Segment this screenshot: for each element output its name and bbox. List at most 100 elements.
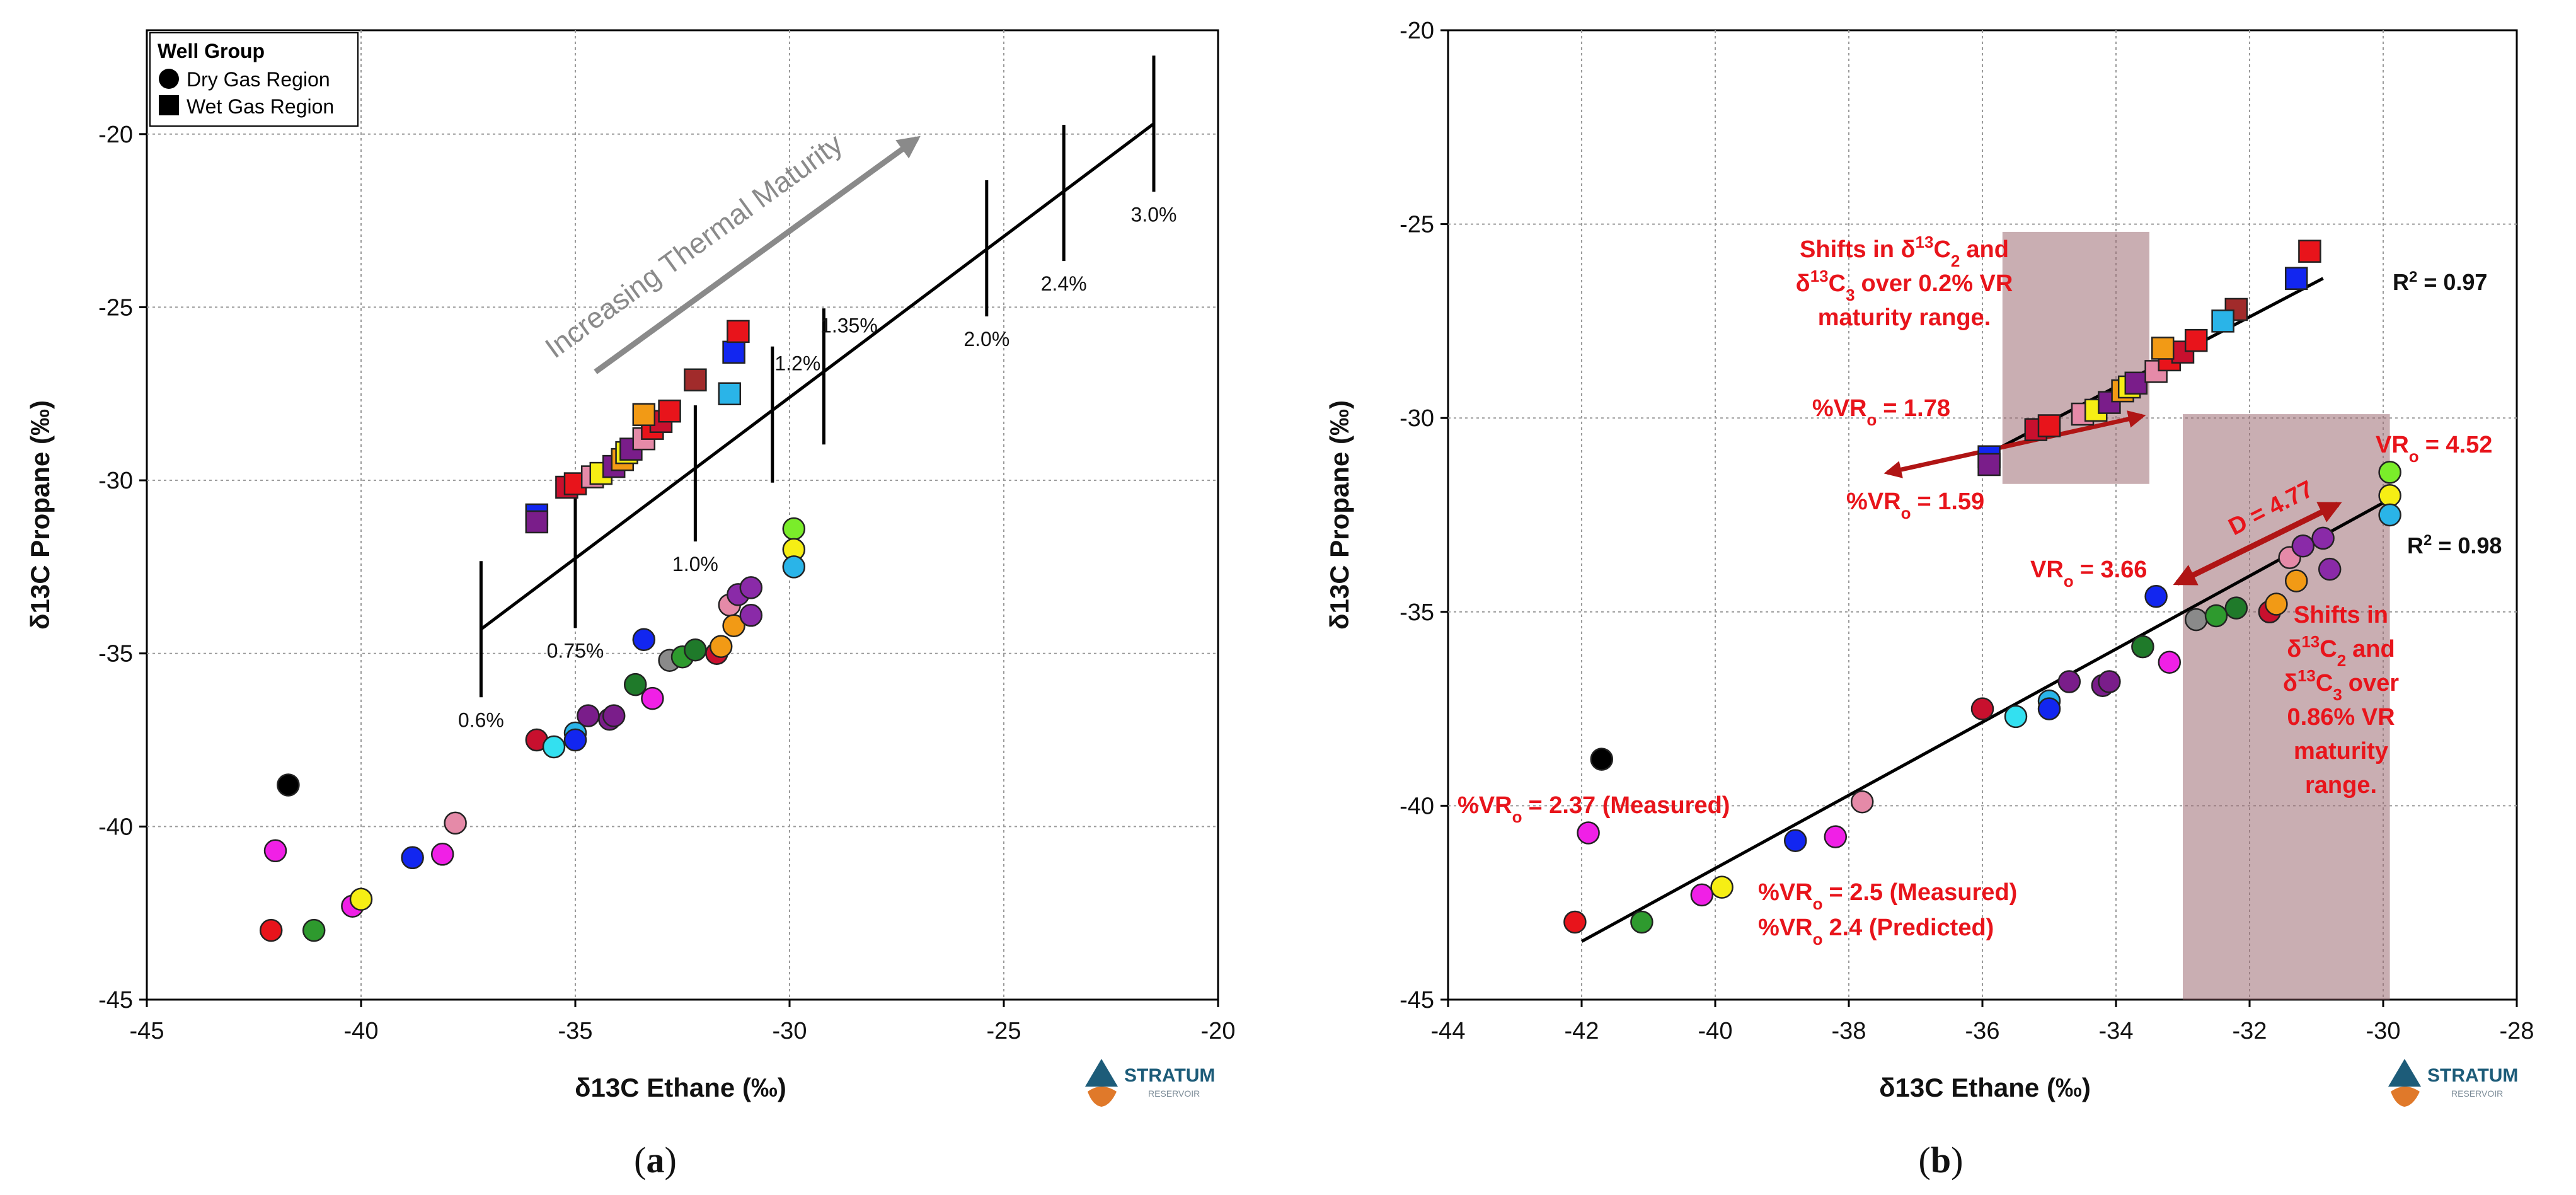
stratum-logo-b: STRATUM RESERVOIR [2388,1059,2518,1107]
wet-gas-square-point [2211,309,2234,333]
x-tick-label: -40 [344,1018,379,1044]
dry-gas-circle-point [259,918,283,942]
dry-gas-circle-point [563,728,587,752]
x-tick-label: -25 [987,1018,1021,1044]
r2-upper-label: R2 = 0.97 [2393,268,2487,296]
wet-gas-square-point [2298,240,2321,263]
stratum-logo-name: STRATUM [1124,1065,1215,1086]
panel-a-tick-labels: -45 -40 -35 -30 -25 -20 -45 -40 -35 -30 -25 -20 [98,122,1235,1044]
dry-gas-circle-point [277,773,300,797]
shift-note-top-line2: δ13C3 over 0.2% VR [1796,267,2013,304]
dry-gas-circle-point [2158,650,2182,674]
x-tick-label: -32 [2233,1018,2267,1044]
thermal-maturity-arrow [594,136,921,374]
panel-b-annotations: Shifts in δ13C2 and δ13C3 over 0.2% VR mat… [1458,233,2502,949]
wet-gas-square-point [525,510,549,534]
vr-tick-label: 1.0% [672,553,718,575]
dry-gas-circle-point [1970,697,1994,720]
dry-gas-circle-point [739,576,763,599]
dry-gas-circle-point [782,555,806,579]
wet-gas-square-point [632,403,656,426]
dry-gas-circle-point [722,614,745,638]
dry-gas-circle-point [302,918,326,942]
legend-title: Well Group [158,40,265,62]
dry-gas-circle-point [2318,557,2342,581]
y-tick-label: -40 [1400,793,1434,819]
dry-gas-circle-point [2224,596,2248,620]
y-tick-label: -45 [98,987,133,1013]
dry-gas-circle-point [2378,461,2401,484]
panel-a-maturity-line [480,122,1155,631]
panel-b-tick-labels: -44 -42 -40 -38 -36 -34 -32 -30 -28 -45 -40 -35 -30 -… [1400,18,2534,1044]
dry-gas-circle-point [2037,697,2061,720]
wet-gas-square-point [2151,337,2175,360]
shift-note-bottom-line4: 0.86% VR [2287,704,2395,730]
stratum-logo-sub: RESERVOIR [1148,1088,1200,1099]
y-tick-label: -20 [1400,18,1434,44]
r2-lower-label: R2 = 0.98 [2407,532,2502,559]
dry-gas-circle-point [709,635,733,658]
panel-b-y-axis-label: δ13C Propane (‰) [1325,400,1354,630]
vr-tick-label: 1.35% [820,314,878,337]
dry-gas-circle-point [2131,635,2154,659]
y-tick-label: -25 [98,294,133,321]
wet-gas-square-point [2284,267,2308,290]
y-tick-label: -30 [1400,405,1434,432]
vr-4-52-label: VRo = 4.52 [2376,432,2492,466]
legend-entry-wet-gas: Wet Gas Region [187,95,334,118]
vr-1-78-label: %VRo = 1.78 [1812,395,1950,429]
legend-square-marker [159,95,179,115]
x-tick-label: -35 [558,1018,593,1044]
dry-gas-circle-point [401,846,424,870]
dry-gas-circle-point [444,811,467,835]
panel-b-points [1563,240,2401,934]
panel-a-legend: Well Group Dry Gas Region Wet Gas Region [149,32,359,127]
legend-circle-marker [159,69,179,89]
dry-gas-circle-point [1690,883,1714,907]
stratum-logo-drop-icon [2391,1087,2420,1107]
vr-2-4-label: %VRo 2.4 (Predicted) [1758,915,1994,949]
shift-note-bottom-line2: δ13C2 and [2287,632,2395,670]
dry-gas-circle-point [641,686,664,710]
shift-note-bottom-line3: δ13C3 over [2283,666,2399,704]
wet-gas-square-point [2124,371,2148,395]
shift-note-bottom-line6: range. [2305,772,2377,799]
y-tick-label: -25 [1400,212,1434,238]
dry-gas-circle-point [1577,821,1600,845]
vr-2-37-label: %VRo = 2.37 (Measured) [1458,792,1730,826]
x-tick-label: -28 [2500,1018,2534,1044]
y-tick-label: -35 [1400,599,1434,626]
dry-gas-circle-point [2311,526,2335,550]
wet-gas-square-point [684,368,707,392]
x-tick-label: -36 [1965,1018,2000,1044]
dry-gas-circle-point [2378,483,2401,507]
maturity-trend-line [480,122,1155,631]
dry-gas-circle-point [1783,829,1807,853]
dry-gas-circle-point [2265,592,2288,616]
panel-a-points [259,320,806,942]
dry-gas-circle-point [263,839,287,863]
legend-entry-dry-gas: Dry Gas Region [187,68,330,91]
y-tick-label: -30 [98,468,133,494]
dry-gas-circle-point [602,704,626,727]
dry-gas-circle-point [1850,790,1874,814]
dry-gas-circle-point [632,628,656,651]
x-tick-label: -38 [1832,1018,1866,1044]
dry-gas-circle-point [1590,748,1614,771]
vr-3-66-label: VRo = 3.66 [2030,557,2147,591]
wet-gas-square-point [1977,453,2001,476]
dry-gas-circle-point [2098,670,2121,693]
stratum-logo-drop-icon [1088,1087,1117,1107]
y-tick-label: -45 [1400,987,1434,1013]
panel-b-x-axis-label: δ13C Ethane (‰) [1879,1073,2091,1102]
dry-gas-circle-point [782,517,806,541]
wet-gas-square-point [2184,328,2208,352]
panel-a-y-axis-label: δ13C Propane (‰) [25,400,55,630]
wet-gas-square-point [727,320,750,343]
vr-tick-label: 2.4% [1041,272,1087,295]
y-tick-label: -20 [98,122,133,148]
vr-range-arrow-dry [2173,501,2342,586]
maturity-shade-box [2002,231,2149,484]
dry-gas-circle-point [2204,604,2228,628]
wet-gas-square-point [722,340,745,364]
